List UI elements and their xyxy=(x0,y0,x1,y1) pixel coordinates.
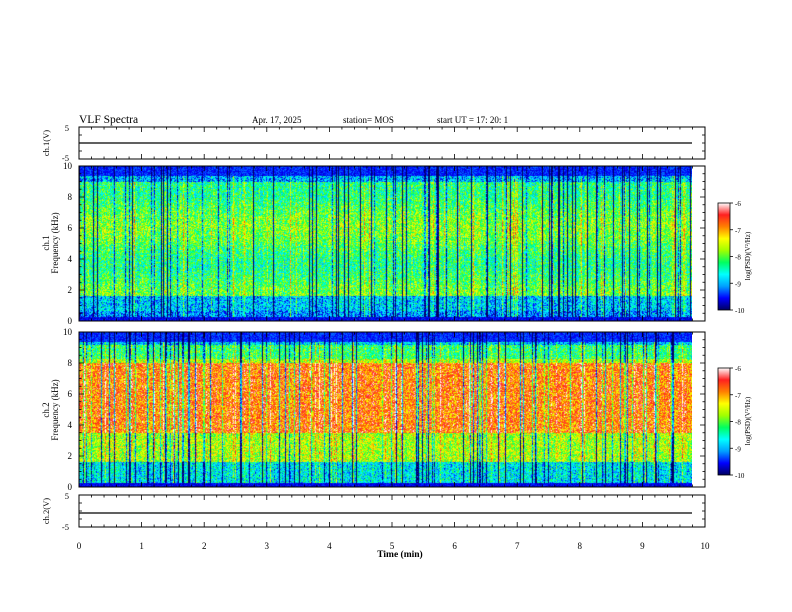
y-tick-label: 10 xyxy=(63,161,73,171)
x-tick-label: 7 xyxy=(515,541,520,551)
colorbar-tick-label: -9 xyxy=(735,280,741,288)
colorbar-tick-label: -10 xyxy=(735,472,745,480)
colorbar-tick-label: -8 xyxy=(735,419,741,427)
y-tick-label: 4 xyxy=(68,420,73,430)
ch1-waveform-ytick-top: 5 xyxy=(65,123,69,133)
time-axis-label: Time (min) xyxy=(377,549,422,560)
y-tick-label: 8 xyxy=(68,358,73,368)
ch2-waveform-panel: 5 -5 ch.2(V) xyxy=(41,491,706,532)
y-tick-label: 6 xyxy=(68,389,73,399)
ch1-colorbar xyxy=(717,202,731,311)
ch2-waveform-ytick-bottom: -5 xyxy=(62,522,69,532)
ch2-waveform-ylabel: ch.2(V) xyxy=(41,498,51,524)
y-tick-label: 0 xyxy=(68,482,73,492)
x-tick-label: 10 xyxy=(701,541,711,551)
colorbar-tick-label: -6 xyxy=(735,200,741,208)
ch2-waveform-ytick-top: 5 xyxy=(65,491,69,501)
x-tick-label: 4 xyxy=(327,541,332,551)
ch1-spectrogram-panel: 0 2 4 6 8 10 ch.1 Frequency (kHz) -6 -7 -8 -9 -10… xyxy=(41,161,752,326)
ch2-colorbar-ticks: -6 -7 -8 -9 -10 xyxy=(730,365,745,480)
x-tick-label: 1 xyxy=(139,541,144,551)
ch1-spectrogram-channel-label: ch.1 xyxy=(41,235,51,250)
x-tick-label: 3 xyxy=(265,541,270,551)
ch2-colorbar xyxy=(717,367,731,476)
colorbar-tick-label: -10 xyxy=(735,307,745,315)
x-tick-label: 9 xyxy=(640,541,645,551)
colorbar-tick-label: -7 xyxy=(735,227,741,235)
ch2-spectrogram-ylabel: Frequency (kHz) xyxy=(50,379,60,440)
y-tick-label: 6 xyxy=(68,223,73,233)
x-tick-label: 6 xyxy=(452,541,457,551)
ch2-spectrogram-image xyxy=(79,332,692,487)
ch2-colorbar-label: log(PSD)(V²/Hz) xyxy=(744,396,752,445)
time-axis-tick-labels: 0 1 2 3 4 5 6 7 8 9 10 xyxy=(77,541,710,551)
x-tick-label: 0 xyxy=(77,541,82,551)
date-label: Apr. 17, 2025 xyxy=(252,115,302,125)
y-tick-label: 0 xyxy=(68,316,73,326)
x-tick-label: 8 xyxy=(578,541,583,551)
ch1-spectrogram-yticks: 0 2 4 6 8 10 xyxy=(63,161,705,326)
ch2-spectrogram-yticks: 0 2 4 6 8 10 xyxy=(63,327,705,492)
colorbar-tick-label: -7 xyxy=(735,392,741,400)
colorbar-tick-label: -6 xyxy=(735,365,741,373)
colorbar-tick-label: -8 xyxy=(735,254,741,262)
colorbar-tick-label: -9 xyxy=(735,445,741,453)
y-tick-label: 2 xyxy=(68,451,73,461)
ch1-spectrogram-image xyxy=(79,166,692,321)
x-tick-label: 5 xyxy=(390,541,395,551)
x-tick-label: 2 xyxy=(202,541,207,551)
ch1-colorbar-label: log(PSD)(V²/Hz) xyxy=(744,231,752,280)
y-tick-label: 4 xyxy=(68,254,73,264)
y-tick-label: 2 xyxy=(68,285,73,295)
ch2-spectrogram-channel-label: ch.2 xyxy=(41,402,51,417)
y-tick-label: 10 xyxy=(63,327,73,337)
start-time-label: start UT = 17: 20: 1 xyxy=(437,115,508,125)
ch2-spectrogram-panel: 0 2 4 6 8 10 ch.2 Frequency (kHz) -6 -7 -8 -9 -10… xyxy=(41,327,752,492)
figure-title: VLF Spectra xyxy=(79,114,138,126)
ch1-waveform-ylabel: ch.1(V) xyxy=(41,130,51,156)
time-axis-ticks xyxy=(78,126,706,528)
station-label: station= MOS xyxy=(343,115,394,125)
ch1-spectrogram-ylabel: Frequency (kHz) xyxy=(50,212,60,273)
ch1-waveform-panel: 5 -5 ch.1(V) xyxy=(41,123,706,163)
ch1-waveform-ytick-bottom: -5 xyxy=(62,153,69,163)
ch1-colorbar-ticks: -6 -7 -8 -9 -10 xyxy=(730,200,745,315)
y-tick-label: 8 xyxy=(68,192,73,202)
